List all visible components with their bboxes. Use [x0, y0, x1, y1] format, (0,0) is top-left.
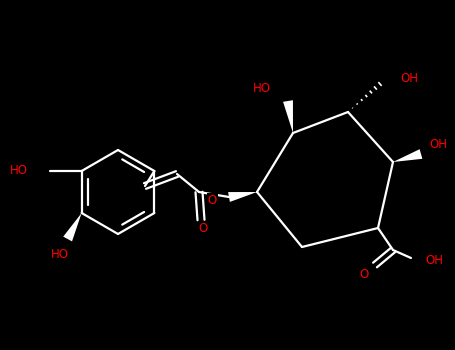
Polygon shape	[63, 213, 81, 242]
Text: OH: OH	[425, 253, 443, 266]
Text: OH: OH	[400, 71, 418, 84]
Text: OH: OH	[429, 138, 447, 150]
Text: O: O	[360, 267, 369, 280]
Text: HO: HO	[10, 164, 28, 177]
Polygon shape	[283, 100, 293, 133]
Text: O: O	[208, 194, 217, 206]
Text: HO: HO	[253, 83, 271, 96]
Polygon shape	[228, 192, 257, 202]
Polygon shape	[393, 149, 422, 162]
Text: O: O	[198, 222, 207, 235]
Text: HO: HO	[51, 248, 69, 261]
